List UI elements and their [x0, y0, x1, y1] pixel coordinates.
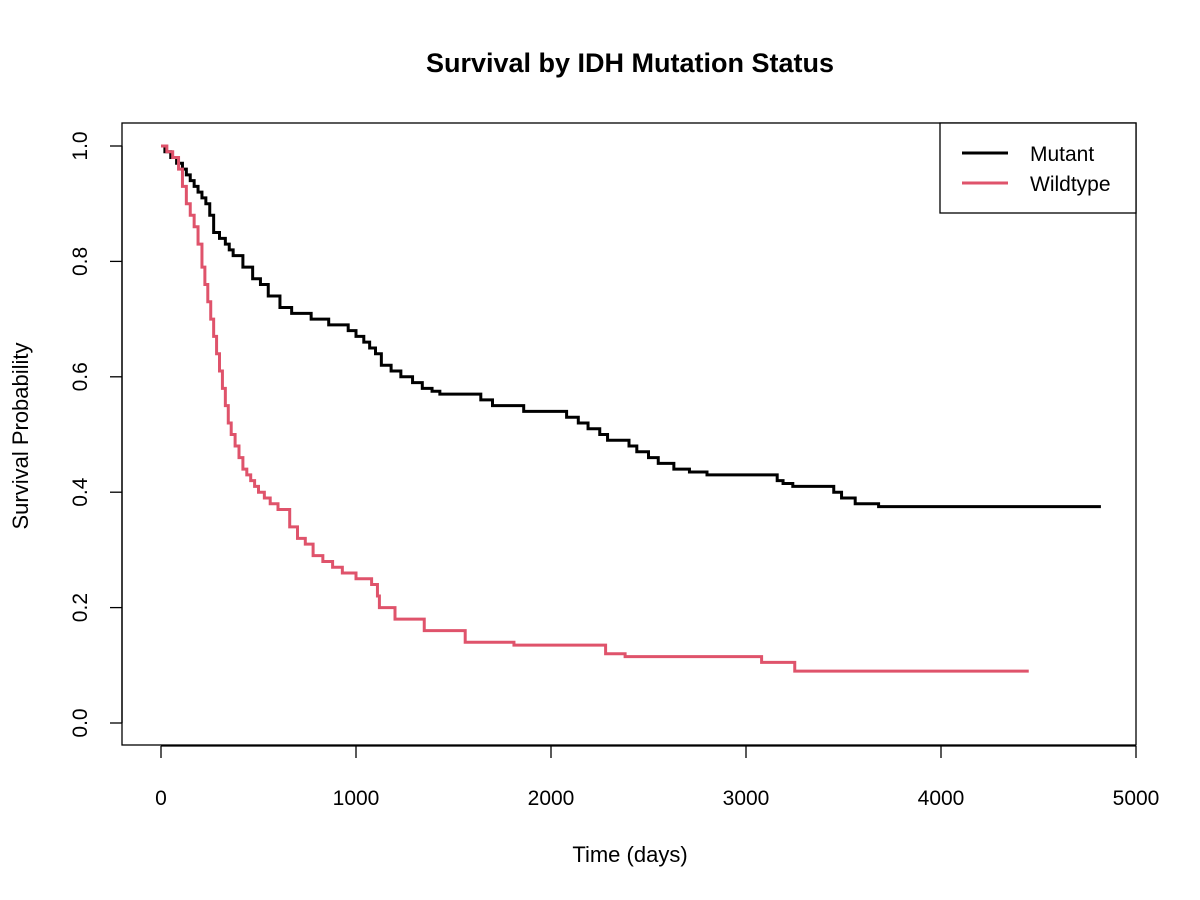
legend-label-wildtype: Wildtype	[1030, 173, 1111, 196]
x-axis-label: Time (days)	[572, 842, 687, 867]
x-tick-label: 0	[155, 787, 167, 810]
series-line-wildtype	[161, 144, 1029, 673]
x-tick-label: 4000	[918, 787, 965, 810]
y-tick-label: 0.2	[69, 593, 92, 622]
x-tick-label: 1000	[333, 787, 380, 810]
y-axis: 0.0 0.2 0.4 0.6 0.8 1.0	[69, 131, 123, 738]
y-tick-label: 0.0	[69, 708, 92, 737]
x-tick-label: 2000	[528, 787, 575, 810]
y-tick-label: 0.4	[69, 477, 92, 507]
y-tick-label: 0.6	[69, 362, 92, 391]
y-tick-label: 0.8	[69, 247, 92, 276]
legend-box	[939, 122, 1137, 214]
series-layer	[161, 144, 1101, 673]
series-line-mutant	[161, 144, 1101, 509]
x-tick-label: 5000	[1113, 787, 1160, 810]
legend-label-mutant: Mutant	[1030, 143, 1094, 166]
y-axis-label: Survival Probability	[8, 342, 33, 529]
plot-frame	[121, 122, 1137, 746]
chart-title: Survival by IDH Mutation Status	[426, 48, 834, 78]
y-tick-label: 1.0	[69, 131, 92, 160]
x-tick-label: 3000	[723, 787, 770, 810]
legend: Mutant Wildtype	[939, 122, 1137, 214]
x-axis: 0 1000 2000 3000 4000 5000	[155, 745, 1160, 810]
